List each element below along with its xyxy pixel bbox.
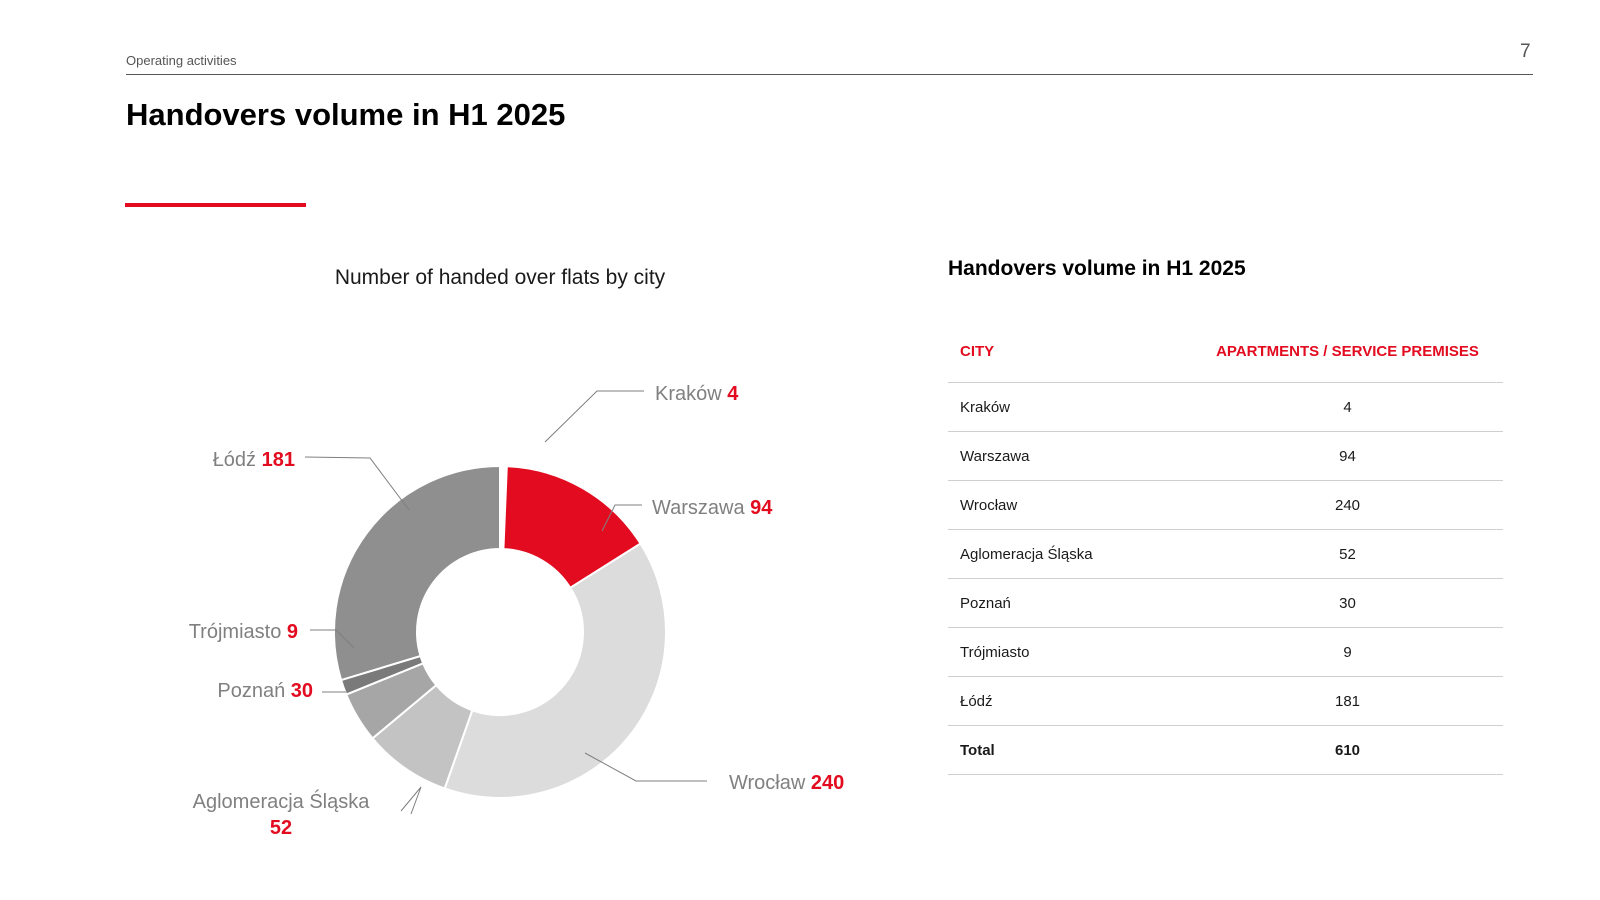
table-header-row: CITY APARTMENTS / SERVICE PREMISES (948, 320, 1503, 383)
table-row: Trójmiasto 9 (948, 627, 1503, 677)
table-row: Wrocław 240 (948, 480, 1503, 530)
cell-city: Wrocław (948, 480, 1192, 530)
page-number: 7 (1520, 41, 1531, 62)
table-row: Aglomeracja Śląska 52 (948, 529, 1503, 579)
cell-count: 52 (1192, 529, 1503, 579)
label-name: Kraków (655, 383, 727, 405)
chart-title: Number of handed over flats by city (334, 266, 666, 289)
cell-count: 240 (1192, 480, 1503, 530)
column-header-city: CITY (948, 320, 1192, 383)
cell-count: 181 (1192, 676, 1503, 726)
table-total-row: Total 610 (948, 725, 1503, 775)
cell-city: Kraków (948, 382, 1192, 432)
label-name: Trójmiasto (189, 621, 287, 643)
cell-city: Aglomeracja Śląska (948, 529, 1192, 579)
cell-count: 9 (1192, 627, 1503, 677)
section-label: Operating activities (126, 53, 237, 68)
label-value: 52 (270, 817, 292, 839)
cell-city: Poznań (948, 578, 1192, 628)
label--d-: Łódź 181 (213, 449, 295, 471)
cell-city: Łódź (948, 676, 1192, 726)
cell-count: 30 (1192, 578, 1503, 628)
label-warszawa: Warszawa 94 (652, 497, 773, 519)
label-name: Wrocław (729, 772, 811, 794)
label-tr-jmiasto: Trójmiasto 9 (189, 621, 298, 643)
total-label: Total (948, 725, 1192, 775)
leader-line (304, 456, 410, 511)
label-name: Poznań (217, 680, 290, 702)
slice-wroc-aw (443, 542, 667, 799)
label-aglomeracja-l-ska: Aglomeracja Śląska (193, 789, 371, 813)
accent-bar (125, 203, 306, 207)
cell-city: Trójmiasto (948, 627, 1192, 677)
header-divider (126, 74, 1533, 75)
label-value: 240 (811, 772, 844, 794)
label-value: 9 (287, 621, 298, 643)
cell-count: 4 (1192, 382, 1503, 432)
slice--d- (333, 464, 501, 682)
label-name: Warszawa (652, 497, 750, 519)
column-header-apartments: APARTMENTS / SERVICE PREMISES (1192, 320, 1503, 383)
leader-line (310, 629, 355, 649)
table-row: Warszawa 94 (948, 431, 1503, 481)
handovers-table: CITY APARTMENTS / SERVICE PREMISES Krakó… (948, 320, 1503, 775)
cell-count: 94 (1192, 431, 1503, 481)
page-title: Handovers volume in H1 2025 (126, 97, 566, 132)
label-value: 181 (262, 449, 295, 471)
leader-line (601, 504, 642, 532)
label-value: 30 (291, 680, 313, 702)
table-title: Handovers volume in H1 2025 (948, 257, 1246, 280)
label-name: Łódź (213, 449, 262, 471)
table-row: Kraków 4 (948, 382, 1503, 432)
label-krak-w: Kraków 4 (655, 383, 739, 405)
label-value: 4 (727, 383, 739, 405)
label-value: 94 (750, 497, 773, 519)
total-value: 610 (1192, 725, 1503, 775)
table-row: Poznań 30 (948, 578, 1503, 628)
leader-line (544, 390, 644, 443)
cell-city: Warszawa (948, 431, 1192, 481)
leader-line (400, 786, 422, 815)
leader-line (584, 752, 707, 782)
table-row: Łódź 181 (948, 676, 1503, 726)
label-wroc-aw: Wrocław 240 (729, 772, 844, 794)
label-pozna-: Poznań 30 (217, 680, 313, 702)
